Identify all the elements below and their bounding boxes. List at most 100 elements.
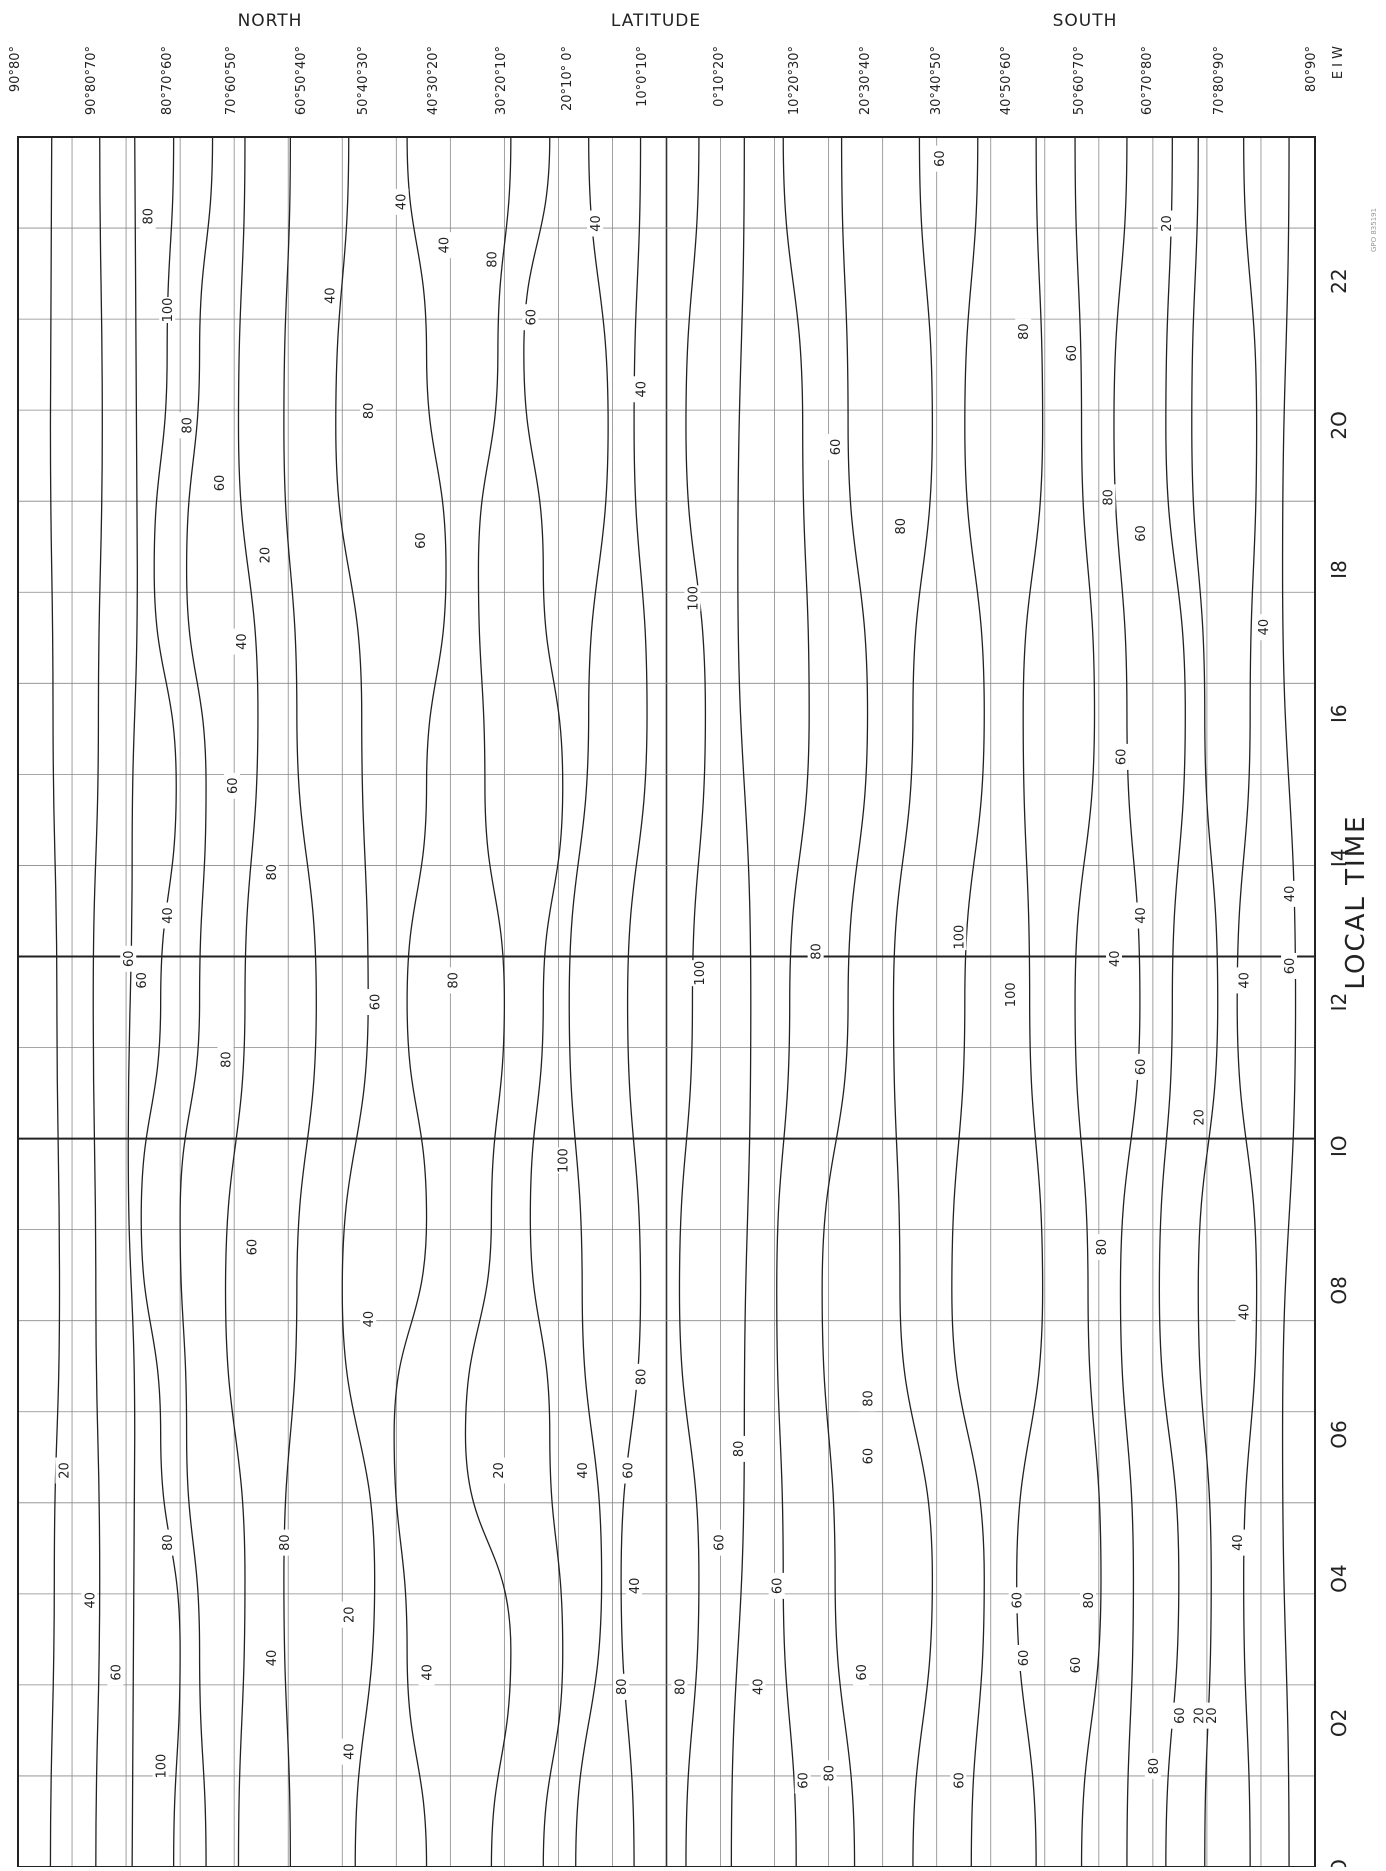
contour-value-label: 100 bbox=[686, 586, 701, 611]
contour-label-bg bbox=[489, 1457, 506, 1484]
contour-line bbox=[620, 136, 648, 1868]
contour-value-label: 80 bbox=[862, 1390, 877, 1407]
contour-value-label: 40 bbox=[235, 633, 250, 650]
contour-label-bg bbox=[256, 542, 273, 569]
time-tick-label: O4 bbox=[1327, 1564, 1351, 1592]
contour-value-label: 80 bbox=[810, 943, 825, 960]
contour-line bbox=[464, 136, 512, 1868]
contour-label-bg bbox=[632, 1363, 649, 1390]
contour-label-bg bbox=[211, 470, 228, 496]
contour-label-bg bbox=[1235, 1298, 1252, 1325]
contour-value-label: 60 bbox=[712, 1534, 727, 1551]
latitude-column-label: 10°0°10° bbox=[635, 46, 650, 107]
time-tick-labels: O O2 O4 O6 O8 IO I2 I4 I6 I8 2O 22 bbox=[1327, 268, 1351, 1871]
contour-value-label: 80 bbox=[1095, 1239, 1110, 1256]
contour-label-bg bbox=[55, 1457, 72, 1484]
contour-value-label: 40 bbox=[1257, 619, 1272, 636]
contour-value-label: 40 bbox=[751, 1679, 766, 1696]
contour-label-bg bbox=[1080, 1587, 1097, 1614]
contour-value-label: 20 bbox=[1192, 1109, 1207, 1126]
contour-value-label: 20 bbox=[1160, 215, 1175, 232]
contour-value-label: 80 bbox=[362, 403, 377, 420]
contour-value-label: 80 bbox=[673, 1679, 688, 1696]
latitude-column-label: 80°90° bbox=[1304, 46, 1319, 92]
contour-value-label: 20 bbox=[258, 547, 273, 564]
contour-label-bg bbox=[930, 145, 947, 172]
contour-label-bg bbox=[587, 210, 604, 237]
contour-label-bg bbox=[392, 188, 409, 215]
contour-label-bg bbox=[626, 1572, 643, 1599]
contour-value-label: 80 bbox=[446, 972, 461, 989]
contour-value-label: 40 bbox=[161, 907, 176, 924]
contour-label-bg bbox=[613, 1673, 630, 1700]
contour-label-bg bbox=[81, 1587, 98, 1614]
contour-label-bg bbox=[671, 1673, 688, 1700]
contour-line bbox=[776, 136, 810, 1868]
contour-label-bg bbox=[1203, 1702, 1220, 1729]
contour-value-label: 60 bbox=[369, 994, 384, 1011]
latitude-column-label: 70°80°90° bbox=[1212, 46, 1227, 115]
contour-value-label: 60 bbox=[524, 309, 539, 326]
latitude-column-label: 30°20°10° bbox=[494, 46, 509, 115]
contour-line bbox=[1074, 136, 1102, 1868]
contour-label-bg bbox=[159, 297, 176, 323]
contour-label-bg bbox=[749, 1673, 766, 1700]
contour-label-bg bbox=[133, 967, 150, 994]
ew-marker-label: E I W bbox=[1331, 46, 1346, 79]
contour-label-bg bbox=[340, 1601, 357, 1628]
contour-value-label: 40 bbox=[1231, 1534, 1246, 1551]
contour-line bbox=[523, 136, 564, 1868]
contour-value-label: 80 bbox=[278, 1534, 293, 1551]
contour-line bbox=[821, 136, 869, 1868]
contour-label-bg bbox=[360, 1306, 377, 1333]
contour-value-label: 20 bbox=[492, 1462, 507, 1479]
contour-label-bg bbox=[1067, 1652, 1084, 1679]
contour-label-bg bbox=[1131, 520, 1148, 547]
latitude-column-label: 70°60°50° bbox=[224, 46, 239, 115]
contour-label-bg bbox=[794, 1767, 811, 1794]
latitude-column-label: 10°20°30° bbox=[787, 46, 802, 115]
contour-value-label: 40 bbox=[1238, 972, 1253, 989]
time-tick-label: I2 bbox=[1327, 993, 1351, 1012]
latitude-column-label: 60°70°80° bbox=[1140, 46, 1155, 115]
contour-value-label: 60 bbox=[933, 150, 948, 167]
contour-label-bg bbox=[340, 1738, 357, 1765]
contour-value-label: 60 bbox=[1011, 1592, 1026, 1609]
contour-label-bg bbox=[1281, 952, 1298, 979]
contour-value-label: 60 bbox=[797, 1772, 812, 1789]
contour-line bbox=[127, 136, 138, 1868]
contour-value-label: 60 bbox=[952, 1772, 967, 1789]
stamp-text: GPO 835191 bbox=[1370, 208, 1378, 252]
contour-value-label: 40 bbox=[635, 381, 650, 398]
contour-label-bg bbox=[159, 1529, 176, 1556]
contour-value-label: 60 bbox=[1069, 1657, 1084, 1674]
latitude-column-label: 80°70°60° bbox=[160, 46, 175, 115]
latitude-column-label: 20°10° 0° bbox=[560, 46, 575, 111]
contour-label-bg bbox=[178, 412, 195, 439]
contour-label-bg bbox=[522, 304, 539, 331]
contour-value-label: 40 bbox=[1108, 950, 1123, 967]
contour-value-label: 80 bbox=[615, 1679, 630, 1696]
contour-value-label: 60 bbox=[109, 1664, 124, 1681]
contour-line bbox=[892, 136, 934, 1868]
contour-label-bg bbox=[859, 1443, 876, 1470]
latitude-column-label: 90°80°70° bbox=[84, 46, 99, 115]
time-tick-label: O8 bbox=[1327, 1276, 1351, 1304]
contour-label-bg bbox=[262, 1644, 279, 1671]
contour-label-bg bbox=[418, 1659, 435, 1686]
contour-value-label: 40 bbox=[628, 1578, 643, 1595]
contour-value-label: 100 bbox=[952, 925, 967, 950]
contour-label-bg bbox=[152, 1753, 169, 1780]
contour-value-label: 60 bbox=[862, 1448, 877, 1465]
contour-value-label: 80 bbox=[142, 208, 157, 225]
contour-label-bg bbox=[950, 924, 967, 951]
contour-value-label: 20 bbox=[343, 1606, 358, 1623]
latitude-column-label: 0°10°20° bbox=[712, 46, 727, 107]
header-latitude: LATITUDE bbox=[611, 11, 701, 31]
contour-line bbox=[393, 136, 447, 1868]
contour-value-label: 100 bbox=[693, 961, 708, 986]
contour-line bbox=[179, 136, 214, 1868]
contour-label-bg bbox=[1112, 743, 1129, 770]
contour-label-bg bbox=[574, 1457, 591, 1484]
contour-label-bg bbox=[412, 527, 429, 554]
